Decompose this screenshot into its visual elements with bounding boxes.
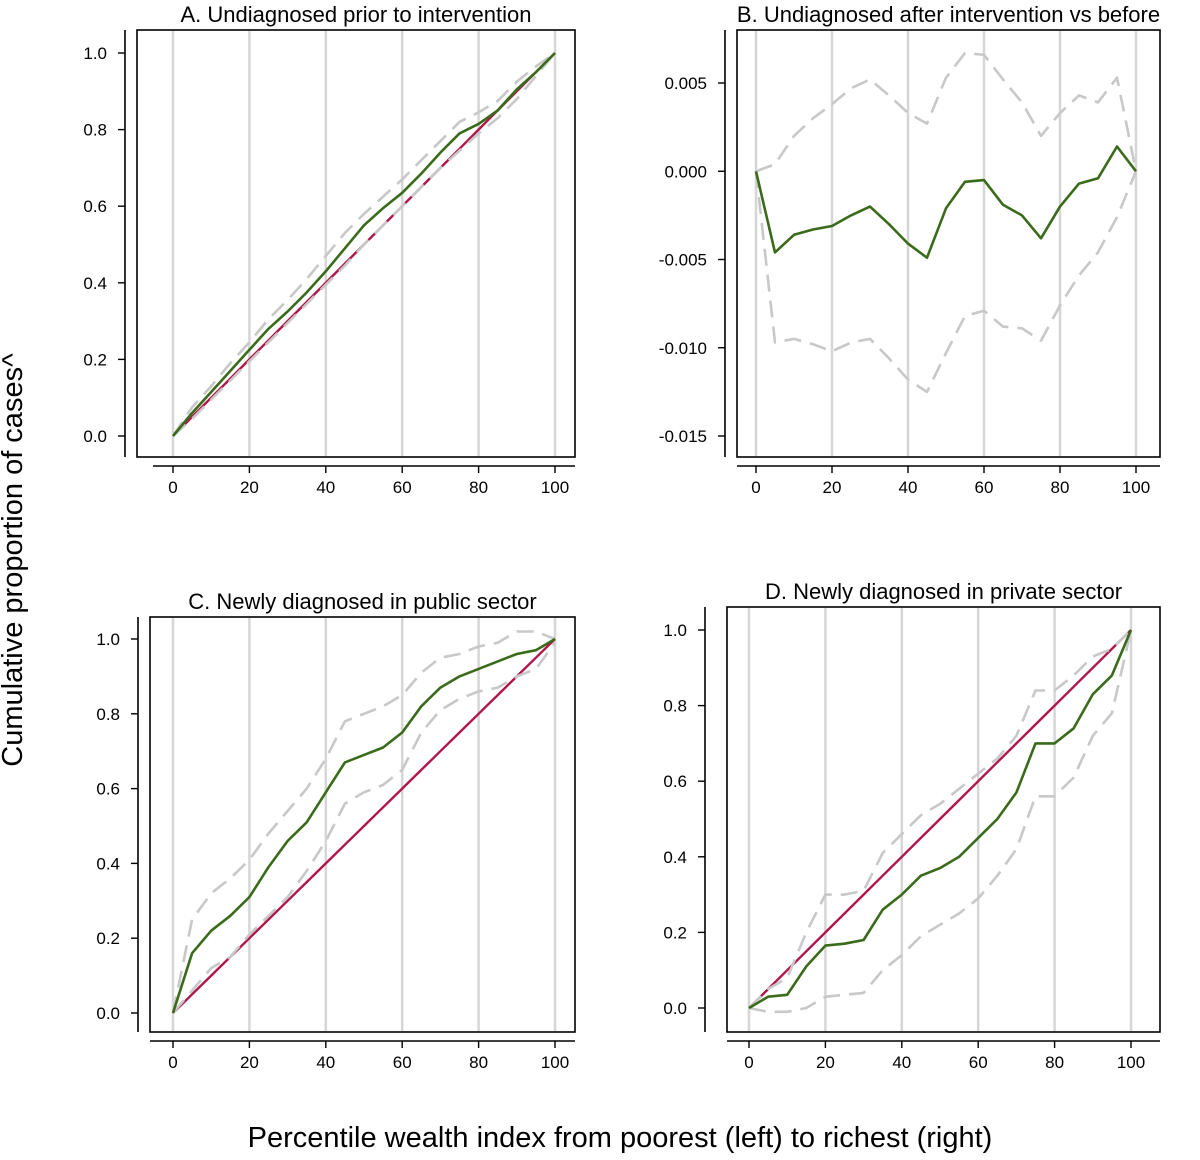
y-tick-label-c-4: 0.8: [96, 705, 120, 724]
series-d-concentration-curve: [748, 629, 1133, 1010]
x-tick-label-b-80: 80: [1051, 478, 1070, 497]
panel-c: 0 20 40 60 80 100 0.0 0.2 0.4 0.6 0.8 1.0 C. Newly d…: [96, 589, 576, 1072]
series-d-lower-95-ci: [748, 629, 1133, 1014]
series-b-lower-95-ci: [754, 170, 1138, 394]
series-a-concentration-curve: [171, 52, 556, 437]
panels: 0 20 40 60 80 100 0.0 0.2 0.4 0.6 0.8 1.0 A. Undiagn…: [83, 2, 1161, 1072]
series-c-upper-95-ci: [171, 630, 556, 1014]
x-tick-label-c-0: 0: [168, 1053, 177, 1072]
panel-title-d: D. Newly diagnosed in private sector: [765, 579, 1122, 604]
y-tick-label-b-4: 0.005: [664, 74, 707, 93]
y-tick-label-a-4: 0.8: [83, 121, 107, 140]
x-tick-label-b-40: 40: [899, 478, 918, 497]
panel-title-a: A. Undiagnosed prior to intervention: [181, 2, 532, 27]
plot-frame-b: [736, 29, 1161, 458]
x-tick-label-a-0: 0: [168, 478, 177, 497]
panel-b: 0 20 40 60 80 100 -0.015 -0.010 -0.005 0.000 0.005…: [659, 2, 1161, 497]
y-tick-label-c-0: 0.0: [96, 1004, 120, 1023]
y-tick-label-b-1: -0.010: [659, 339, 707, 358]
x-tick-label-a-60: 60: [393, 478, 412, 497]
x-tick-label-d-80: 80: [1045, 1053, 1064, 1072]
x-tick-label-d-20: 20: [816, 1053, 835, 1072]
y-tick-label-b-3: 0.000: [664, 162, 707, 181]
series-d-upper-95-ci: [748, 629, 1132, 1009]
plot-frame-a: [136, 29, 576, 458]
x-tick-label-a-80: 80: [469, 478, 488, 497]
series-a-upper-95-ci: [171, 51, 556, 437]
x-tick-label-a-100: 100: [541, 478, 569, 497]
y-tick-label-d-5: 1.0: [663, 621, 687, 640]
y-tick-label-a-2: 0.4: [83, 274, 107, 293]
y-tick-label-a-0: 0.0: [83, 427, 107, 446]
y-tick-label-d-4: 0.8: [663, 697, 687, 716]
panel-title-b: B. Undiagnosed after intervention vs bef…: [737, 2, 1160, 27]
x-tick-label-b-0: 0: [751, 478, 760, 497]
series-b-concentration-curve: [754, 145, 1138, 260]
y-tick-label-c-2: 0.4: [96, 854, 120, 873]
y-tick-label-a-1: 0.2: [83, 350, 107, 369]
series-a-lower-95-ci: [172, 52, 557, 437]
x-tick-label-b-20: 20: [823, 478, 842, 497]
x-tick-label-d-40: 40: [892, 1053, 911, 1072]
x-tick-label-b-60: 60: [975, 478, 994, 497]
x-tick-label-a-20: 20: [240, 478, 259, 497]
x-tick-label-c-100: 100: [541, 1053, 569, 1072]
x-tick-label-b-100: 100: [1122, 478, 1150, 497]
y-tick-label-d-0: 0.0: [663, 999, 687, 1018]
y-tick-label-c-1: 0.2: [96, 929, 120, 948]
panel-a: 0 20 40 60 80 100 0.0 0.2 0.4 0.6 0.8 1.0 A. Undiagn…: [83, 2, 576, 497]
y-tick-label-d-3: 0.6: [663, 772, 687, 791]
x-tick-label-c-20: 20: [240, 1053, 259, 1072]
series-d-equality-line: [748, 629, 1132, 1009]
panel-d: 0 20 40 60 80 100 0.0 0.2 0.4 0.6 0.8 1.0 D. Newly d…: [663, 579, 1161, 1072]
x-tick-label-c-80: 80: [469, 1053, 488, 1072]
plot-frame-d: [726, 606, 1161, 1033]
y-tick-label-c-5: 1.0: [96, 630, 120, 649]
figure-ylabel: Cumulative proportion of cases^: [0, 353, 29, 767]
y-tick-label-d-2: 0.4: [663, 848, 687, 867]
figure-xlabel: Percentile wealth index from poorest (le…: [248, 1122, 993, 1154]
y-tick-label-d-1: 0.2: [663, 923, 687, 942]
x-tick-label-c-60: 60: [393, 1053, 412, 1072]
y-tick-label-b-2: -0.005: [659, 251, 707, 270]
y-tick-label-a-5: 1.0: [83, 44, 107, 63]
panel-title-c: C. Newly diagnosed in public sector: [188, 589, 537, 614]
y-tick-label-c-3: 0.6: [96, 780, 120, 799]
y-tick-label-b-0: -0.015: [659, 427, 707, 446]
x-tick-label-a-40: 40: [316, 478, 335, 497]
series-b-upper-95-ci: [755, 51, 1138, 173]
x-tick-label-d-0: 0: [744, 1053, 753, 1072]
series-c-lower-95-ci: [172, 641, 557, 1014]
series-c-concentration-curve: [171, 637, 556, 1014]
x-tick-label-c-40: 40: [316, 1053, 335, 1072]
y-tick-label-a-3: 0.6: [83, 197, 107, 216]
plot-frame-c: [149, 616, 576, 1033]
x-tick-label-d-60: 60: [969, 1053, 988, 1072]
x-tick-label-d-100: 100: [1117, 1053, 1145, 1072]
